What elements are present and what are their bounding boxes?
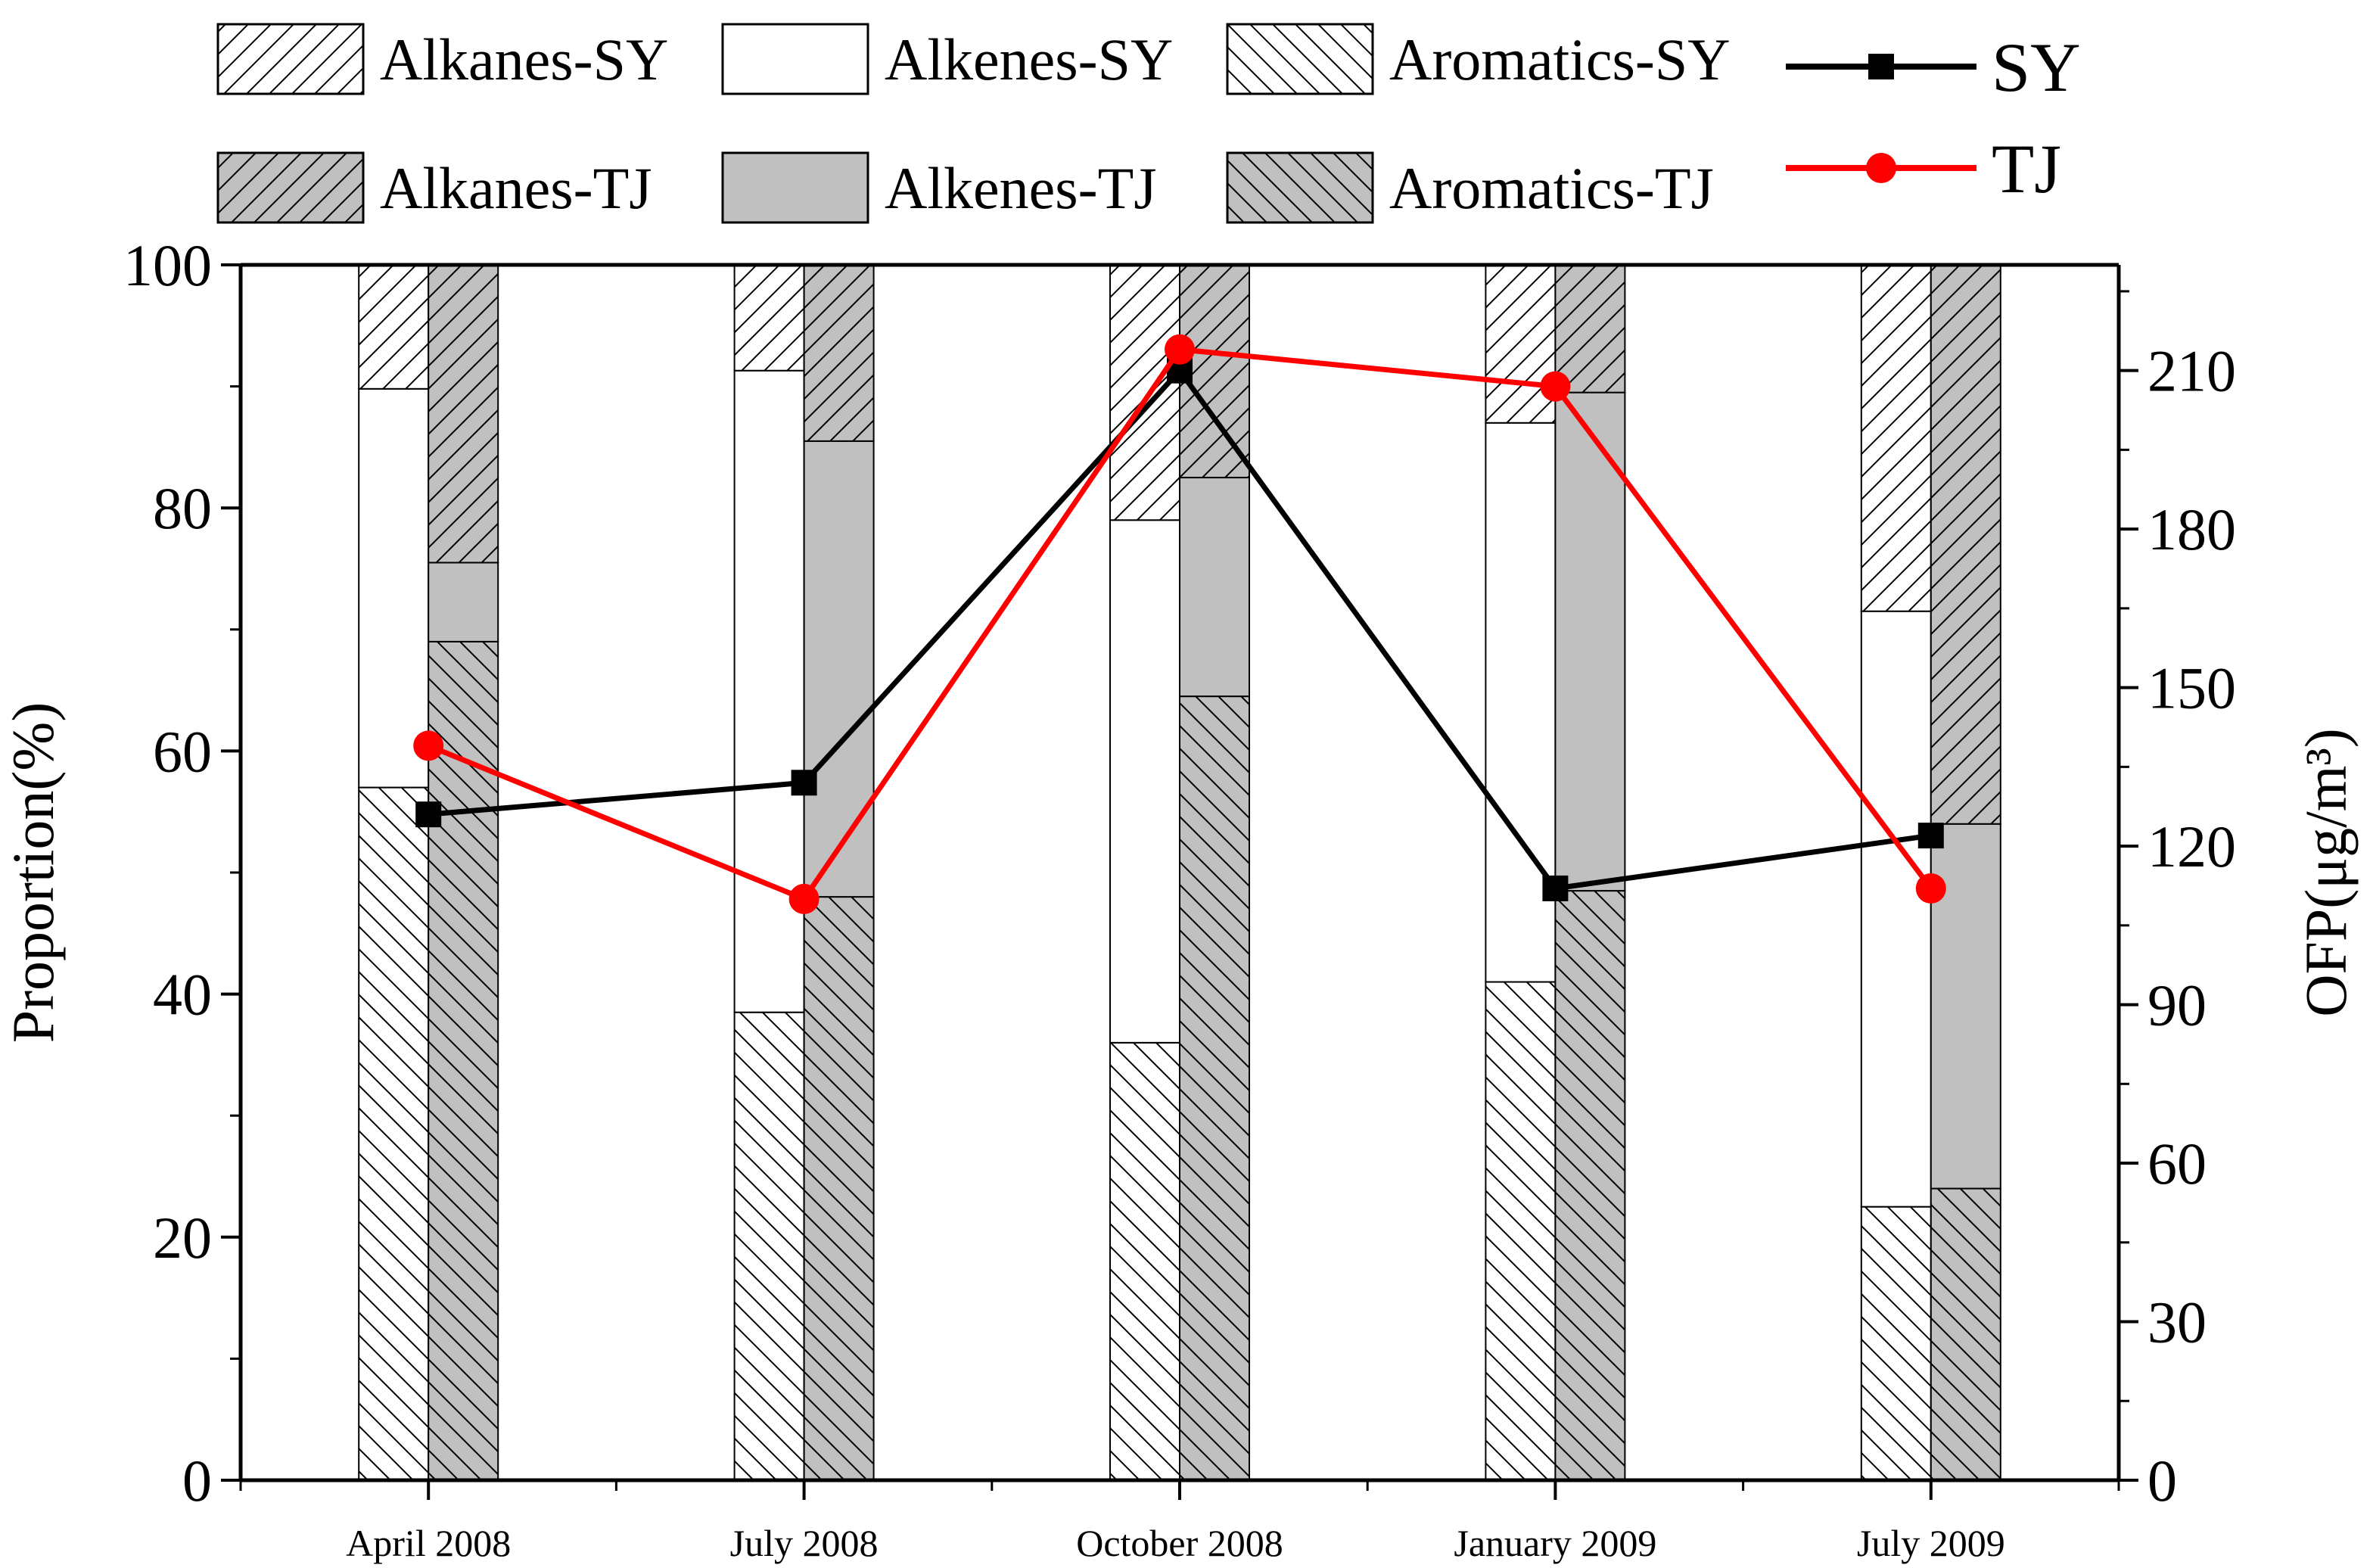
legend-swatch-alkanes-sy-outline (216, 23, 365, 95)
lines-layer (413, 334, 1946, 914)
bar-alkanes-sy-july-2009-hatch (1861, 265, 1931, 611)
bar-alkanes-tj-july-2008-hatch (804, 265, 874, 441)
bar-alkanes-sy-april-2008-hatch (359, 265, 429, 389)
x-tick-label-july-2008: July 2008 (730, 1522, 879, 1564)
y-ticks-right: 0 30 60 90 120 150 180 210 (2119, 290, 2236, 1514)
x-tick-label-july-2009: July 2009 (1857, 1522, 2005, 1564)
bar-alkenes-tj-january-2009 (1555, 392, 1625, 891)
y-tick-label-80: 80 (153, 475, 212, 541)
y2-tick-label-90: 90 (2148, 972, 2207, 1038)
legend-swatch-aromatics-sy-outline (1226, 23, 1374, 95)
legend-label-tj: TJ (1992, 130, 2061, 207)
marker-tj-january-2009 (1540, 371, 1571, 402)
bar-alkanes-tj-january-2009-hatch (1555, 265, 1625, 393)
labels-layer: Proportion(%) OFP(μg/m³) (0, 702, 2359, 1044)
bar-alkenes-tj-april-2008 (428, 562, 499, 642)
y2-tick-label-60: 60 (2148, 1131, 2207, 1196)
bar-aromatics-sy-july-2008-hatch (734, 1012, 804, 1480)
legend-swatch-alkenes-sy-outline (721, 23, 869, 95)
marker-sy-july-2009 (1917, 823, 1944, 849)
y-tick-label-40: 40 (153, 962, 212, 1028)
bar-alkanes-tj-april-2008-hatch (428, 265, 499, 563)
bar-alkanes-sy-october-2008-hatch (1110, 265, 1180, 521)
legend-label-alkanes-tj: Alkanes-TJ (380, 155, 652, 221)
legend-label-alkenes-tj: Alkenes-TJ (885, 155, 1157, 221)
marker-tj-july-2008 (788, 883, 820, 914)
bar-aromatics-tj-october-2008-hatch (1180, 696, 1249, 1480)
legend-swatch-alkenes-tj-outline (721, 151, 869, 224)
y-ticks-left: 0 20 40 60 80 100 (123, 232, 241, 1514)
marker-tj-april-2008 (413, 730, 444, 761)
legend-marker-sy (1868, 54, 1894, 79)
legend-label-sy: SY (1992, 29, 2081, 106)
marker-sy-january-2009 (1542, 875, 1569, 901)
bar-alkanes-tj-july-2009-hatch (1930, 265, 2001, 824)
legend-label-alkanes-sy: Alkanes-SY (380, 26, 668, 92)
bar-aromatics-sy-january-2009-hatch (1485, 982, 1556, 1480)
y2-axis-title: OFP(μg/m³) (2293, 728, 2359, 1017)
y2-tick-label-30: 30 (2148, 1290, 2207, 1355)
legend-label-aromatics-sy: Aromatics-SY (1389, 26, 1731, 92)
bar-alkenes-sy-july-2009 (1861, 611, 1931, 1207)
bar-aromatics-tj-july-2009-hatch (1930, 1188, 2001, 1480)
x-tick-label-april-2008: April 2008 (346, 1522, 511, 1564)
legend-swatch-alkanes-tj-hatch (218, 153, 363, 222)
x-tick-label-january-2009: January 2009 (1454, 1522, 1656, 1564)
bar-aromatics-tj-july-2008-hatch (804, 897, 874, 1480)
bar-alkenes-sy-april-2008 (359, 388, 429, 788)
legend-marker-tj (1866, 153, 1896, 183)
bar-aromatics-tj-april-2008-hatch (428, 641, 499, 1480)
legend: Alkanes-SY Alkenes-SY Aromatics-SY SY Alkane… (216, 23, 2081, 224)
marker-tj-july-2009 (1915, 873, 1946, 904)
y-tick-label-100: 100 (123, 232, 212, 298)
y2-tick-label-210: 210 (2148, 338, 2236, 404)
x-tick-label-october-2008: October 2008 (1076, 1522, 1283, 1564)
bar-aromatics-tj-january-2009-hatch (1555, 891, 1625, 1480)
legend-swatch-alkanes-sy-hatch (218, 24, 363, 94)
y2-tick-label-120: 120 (2148, 814, 2236, 879)
legend-swatch-aromatics-tj-outline (1226, 151, 1374, 224)
legend-swatch-alkenes-tj (723, 153, 868, 222)
axes-layer: 0 20 40 60 80 100 0 30 60 90 120 150 180 210 April 200… (123, 232, 2236, 1564)
legend-label-aromatics-tj: Aromatics-TJ (1389, 155, 1714, 221)
legend-label-alkenes-sy: Alkenes-SY (885, 26, 1173, 92)
legend-swatch-alkenes-sy (723, 24, 868, 94)
legend-swatch-aromatics-sy-hatch (1227, 24, 1373, 94)
bar-alkanes-sy-july-2008-hatch (734, 265, 804, 371)
y-tick-label-60: 60 (153, 718, 212, 784)
bar-alkenes-sy-july-2008 (734, 370, 804, 1013)
marker-tj-october-2008 (1165, 334, 1195, 365)
bar-alkanes-sy-january-2009-hatch (1485, 265, 1556, 423)
legend-swatch-aromatics-tj-hatch (1227, 153, 1373, 222)
bar-aromatics-sy-october-2008-hatch (1110, 1042, 1180, 1480)
y2-tick-label-180: 180 (2148, 496, 2236, 562)
bars-layer (358, 264, 2001, 1482)
y-tick-label-0: 0 (182, 1448, 212, 1514)
bar-alkenes-sy-october-2008 (1110, 520, 1180, 1043)
y-axis-title: Proportion(%) (0, 702, 66, 1044)
bar-alkenes-tj-october-2008 (1180, 478, 1249, 697)
bar-aromatics-sy-april-2008-hatch (359, 787, 429, 1480)
y2-tick-label-0: 0 (2148, 1448, 2177, 1514)
legend-swatch-alkanes-tj-outline (216, 151, 365, 224)
bar-alkenes-tj-july-2008 (804, 440, 874, 898)
x-ticks: April 2008 July 2008 October 2008 January 2… (239, 1480, 2120, 1564)
bar-aromatics-sy-july-2009-hatch (1861, 1206, 1931, 1480)
y-tick-label-20: 20 (153, 1205, 212, 1271)
marker-sy-april-2008 (415, 801, 442, 828)
marker-sy-july-2008 (791, 770, 817, 796)
y2-tick-label-150: 150 (2148, 655, 2236, 721)
